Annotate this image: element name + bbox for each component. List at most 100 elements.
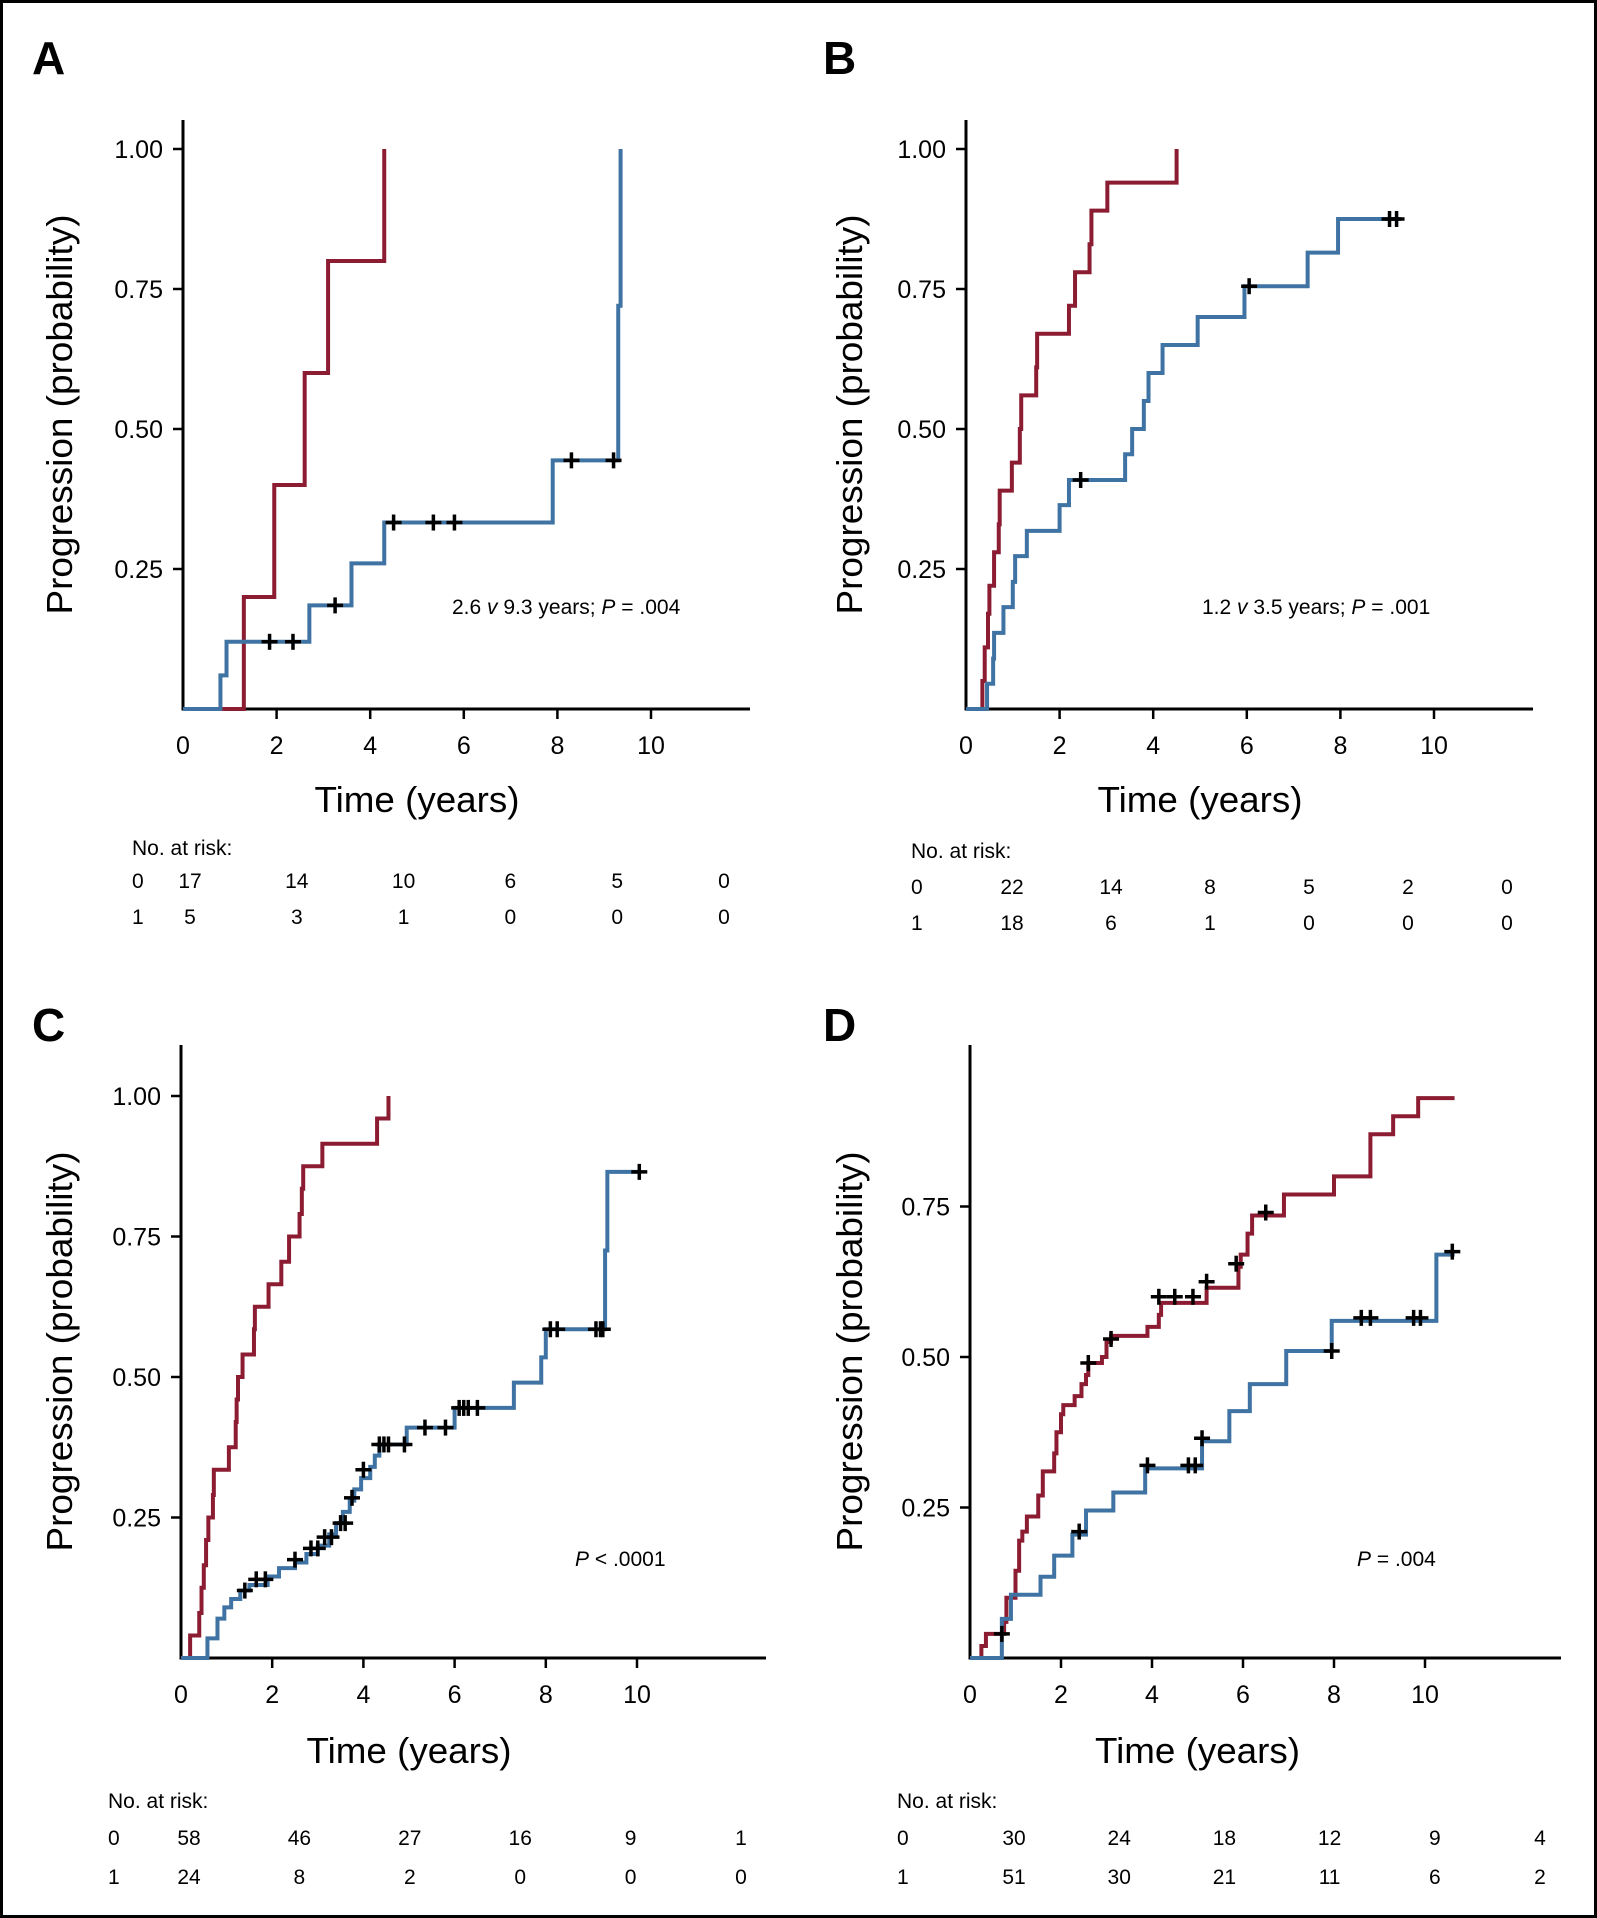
censor-mark <box>631 1163 648 1180</box>
censor-mark <box>1323 1342 1340 1359</box>
censor-mark <box>437 1419 454 1436</box>
km-curve-group-0 <box>183 149 387 711</box>
panel-label: D <box>823 999 856 1051</box>
x-axis-title: Time (years) <box>1098 779 1303 820</box>
risk-table: No. at risk: 0 58 46 27 16 9 1 1 24 8 2 0 0 0 <box>108 1790 747 1889</box>
censor-mark <box>605 452 622 469</box>
x-tick-label: 10 <box>637 732 665 760</box>
risk-row-group-label: 1 <box>897 1866 909 1889</box>
censor-mark <box>327 597 344 614</box>
annotation-part: 1.2 <box>1202 596 1237 619</box>
annotation-part: P <box>601 596 615 619</box>
risk-value: 14 <box>285 870 309 893</box>
risk-value: 2 <box>404 1866 416 1889</box>
risk-value: 5 <box>184 906 196 929</box>
km-curve-group-0 <box>970 1096 1455 1660</box>
risk-value: 2 <box>1402 876 1414 899</box>
risk-value: 8 <box>1204 876 1216 899</box>
risk-value: 0 <box>735 1866 747 1889</box>
risk-value: 6 <box>1429 1866 1441 1889</box>
risk-value: 5 <box>1303 876 1315 899</box>
risk-table: No. at risk:0 17 14 10 6 5 01 5 3 1 0 0 0 <box>132 837 730 929</box>
panel-label: A <box>32 32 65 84</box>
risk-value: 1 <box>735 1827 747 1850</box>
risk-value: 58 <box>177 1827 200 1850</box>
censor-mark <box>993 1625 1010 1642</box>
censor-mark <box>594 1321 611 1338</box>
censor-mark <box>425 514 442 531</box>
risk-value: 0 <box>1402 912 1414 935</box>
x-tick-label: 8 <box>550 732 564 760</box>
risk-value: 51 <box>1002 1866 1025 1889</box>
risk-value: 9 <box>1429 1827 1441 1850</box>
x-tick-label: 10 <box>623 1681 651 1709</box>
y-tick-label: 0.50 <box>901 1344 950 1372</box>
censor-mark <box>355 1461 372 1478</box>
censor-mark <box>1198 1273 1215 1290</box>
risk-value: 12 <box>1318 1827 1341 1850</box>
y-tick-label: 0.50 <box>114 416 163 444</box>
x-tick-label: 10 <box>1420 732 1448 760</box>
risk-table: No. at risk: 0 30 24 18 12 9 4 1 51 30 21 11 6 2 <box>897 1790 1546 1889</box>
risk-value: 0 <box>611 906 623 929</box>
x-tick-label: 4 <box>1146 732 1160 760</box>
km-curve-group-0 <box>966 149 1179 711</box>
censor-mark <box>1362 1309 1379 1326</box>
risk-row-group-label: 1 <box>911 912 923 935</box>
censor-mark <box>323 1529 340 1546</box>
censor-mark <box>284 633 301 650</box>
x-tick-label: 0 <box>963 1681 977 1709</box>
risk-row-group-label: 0 <box>108 1827 120 1850</box>
risk-value: 16 <box>509 1827 532 1850</box>
risk-value: 24 <box>1108 1827 1132 1850</box>
y-tick-label: 0.75 <box>112 1224 161 1252</box>
annotation-part: P <box>1351 596 1365 619</box>
risk-row-group-label: 0 <box>911 876 923 899</box>
censor-mark <box>1257 1204 1274 1221</box>
x-tick-label: 0 <box>174 1681 188 1709</box>
y-axis-title: Progression (probability) <box>39 215 80 615</box>
annotation-part: v <box>487 596 499 619</box>
risk-value: 0 <box>1303 912 1315 935</box>
annotation-part: v <box>1237 596 1249 619</box>
x-tick-label: 4 <box>1145 1681 1159 1709</box>
risk-table: No. at risk: 0 22 14 8 5 2 0 1 18 6 1 0 0 0 <box>911 840 1513 935</box>
y-tick-label: 1.00 <box>114 136 163 164</box>
km-curve-group-1 <box>970 1252 1455 1660</box>
censor-mark <box>469 1399 486 1416</box>
censor-mark <box>1444 1243 1461 1260</box>
censor-mark <box>1184 1288 1201 1305</box>
x-tick-label: 6 <box>457 732 471 760</box>
y-tick-label: 0.25 <box>112 1505 161 1533</box>
x-axis-title: Time (years) <box>307 1730 512 1771</box>
risk-value: 24 <box>177 1866 201 1889</box>
risk-value: 14 <box>1099 876 1123 899</box>
km-curve-group-1 <box>181 1169 640 1660</box>
censor-mark <box>1166 1288 1183 1305</box>
censor-mark <box>1241 278 1258 295</box>
risk-value: 3 <box>291 906 303 929</box>
annotation-part: 2.6 <box>452 596 487 619</box>
risk-table-title: No. at risk: <box>911 840 1011 863</box>
x-tick-label: 0 <box>176 732 190 760</box>
km-curve-group-0 <box>181 1096 391 1660</box>
censor-mark <box>261 633 278 650</box>
censor-mark <box>1080 1355 1097 1372</box>
risk-value: 27 <box>398 1827 421 1850</box>
y-tick-label: 0.25 <box>114 556 163 584</box>
annotation-part: = .004 <box>615 596 680 619</box>
risk-value: 46 <box>288 1827 311 1850</box>
x-tick-label: 6 <box>448 1681 462 1709</box>
censor-mark <box>344 1489 360 1506</box>
km-curve-group-1 <box>183 149 623 711</box>
risk-value: 17 <box>178 870 201 893</box>
censor-mark <box>1103 1330 1120 1347</box>
censor-mark <box>385 514 402 531</box>
annotation-part: 9.3 years; <box>498 596 602 619</box>
x-tick-label: 2 <box>270 732 284 760</box>
